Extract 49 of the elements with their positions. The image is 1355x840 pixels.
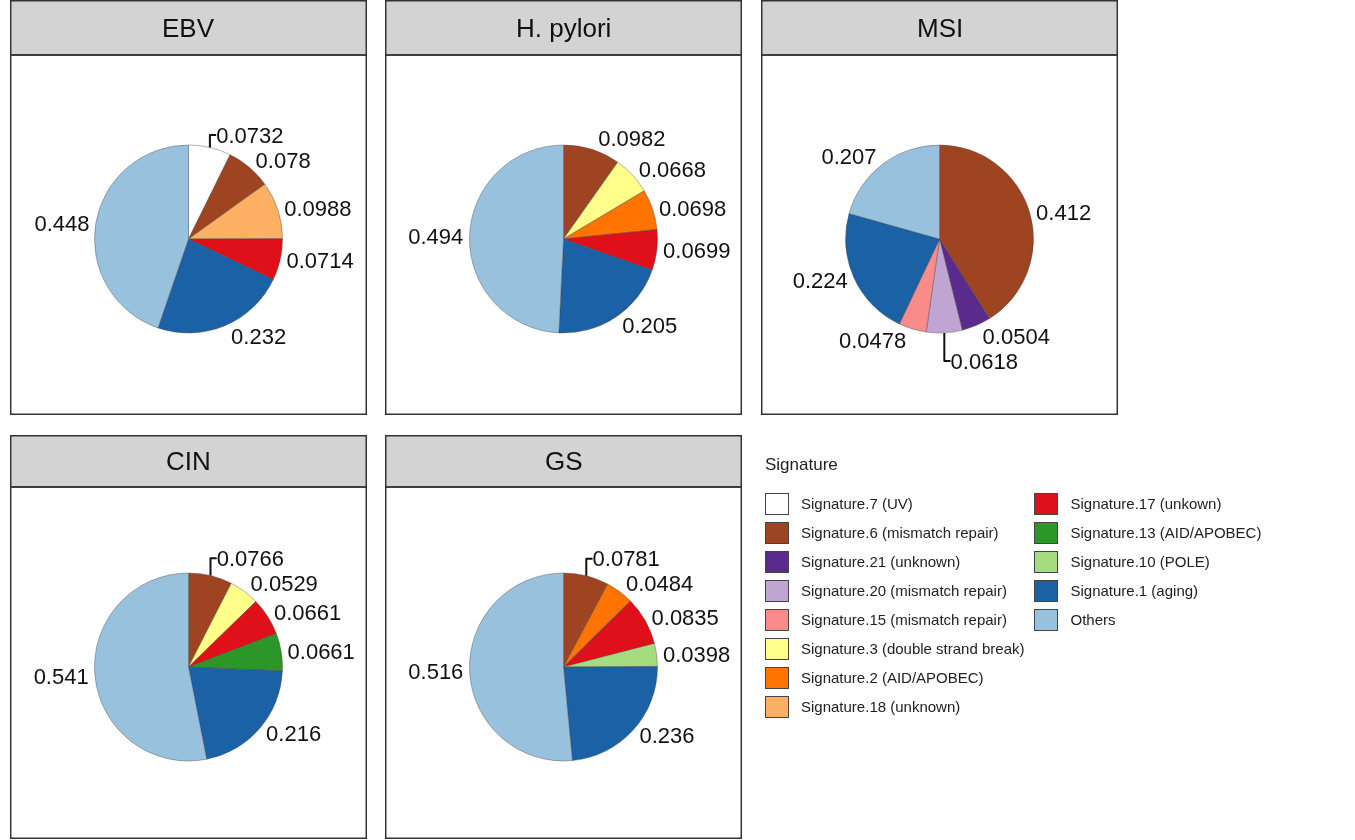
- legend-label: Signature.10 (POLE): [1070, 553, 1210, 570]
- legend-label: Signature.7 (UV): [801, 495, 913, 512]
- data-label: 0.207: [821, 143, 877, 169]
- data-label: 0.0988: [284, 196, 352, 222]
- chart-title: MSI: [917, 13, 964, 43]
- data-label: 0.224: [792, 267, 848, 293]
- data-label: 0.516: [408, 658, 464, 684]
- data-label: 0.541: [33, 663, 89, 689]
- data-label: 0.236: [639, 723, 695, 749]
- data-label: 0.0714: [286, 247, 354, 273]
- data-label: 0.0732: [216, 122, 284, 148]
- data-label: 0.0982: [598, 125, 666, 151]
- data-label: 0.0484: [626, 571, 694, 597]
- chart-title: EBV: [162, 13, 215, 43]
- data-label: 0.448: [34, 210, 90, 236]
- chart-title: CIN: [166, 446, 211, 476]
- legend-label: Signature.3 (double strand break): [801, 640, 1025, 657]
- chart-title: H. pylori: [516, 13, 612, 43]
- data-label: 0.0668: [638, 156, 707, 182]
- data-label: 0.0766: [216, 545, 285, 571]
- data-label: 0.0529: [250, 570, 318, 596]
- legend-label: Signature.2 (AID/APOBEC): [801, 669, 984, 686]
- chart-title: GS: [545, 446, 583, 476]
- legend-label: Signature.20 (mismatch repair): [801, 582, 1007, 599]
- data-label: 0.494: [408, 224, 464, 250]
- legend-label: Signature.18 (unknown): [801, 698, 961, 715]
- legend-label: Signature.13 (AID/APOBEC): [1070, 524, 1262, 541]
- data-label: 0.205: [622, 313, 678, 339]
- legend-title: Signature: [765, 455, 839, 475]
- data-label: 0.0398: [662, 642, 731, 668]
- legend-label: Signature.15 (mismatch repair): [801, 611, 1007, 628]
- data-label: 0.0835: [651, 605, 719, 631]
- data-label: 0.412: [1036, 199, 1092, 225]
- legend-label: Signature.6 (mismatch repair): [801, 524, 999, 541]
- data-label: 0.0661: [273, 600, 342, 626]
- data-label: 0.078: [255, 147, 311, 173]
- data-label: 0.216: [266, 721, 322, 747]
- data-label: 0.0698: [659, 195, 727, 221]
- data-label: 0.232: [231, 323, 287, 349]
- data-label: 0.0504: [982, 323, 1050, 349]
- data-label: 0.0478: [838, 327, 907, 353]
- data-label: 0.0618: [950, 348, 1018, 374]
- legend-label: Signature.17 (unkown): [1070, 495, 1222, 512]
- legend-label: Signature.1 (aging): [1070, 582, 1199, 599]
- data-label: 0.0699: [663, 237, 731, 263]
- legend-label: Signature.21 (unknown): [801, 553, 961, 570]
- data-label: 0.0781: [592, 546, 660, 572]
- data-label: 0.0661: [287, 639, 355, 665]
- legend-label: Others: [1070, 611, 1116, 628]
